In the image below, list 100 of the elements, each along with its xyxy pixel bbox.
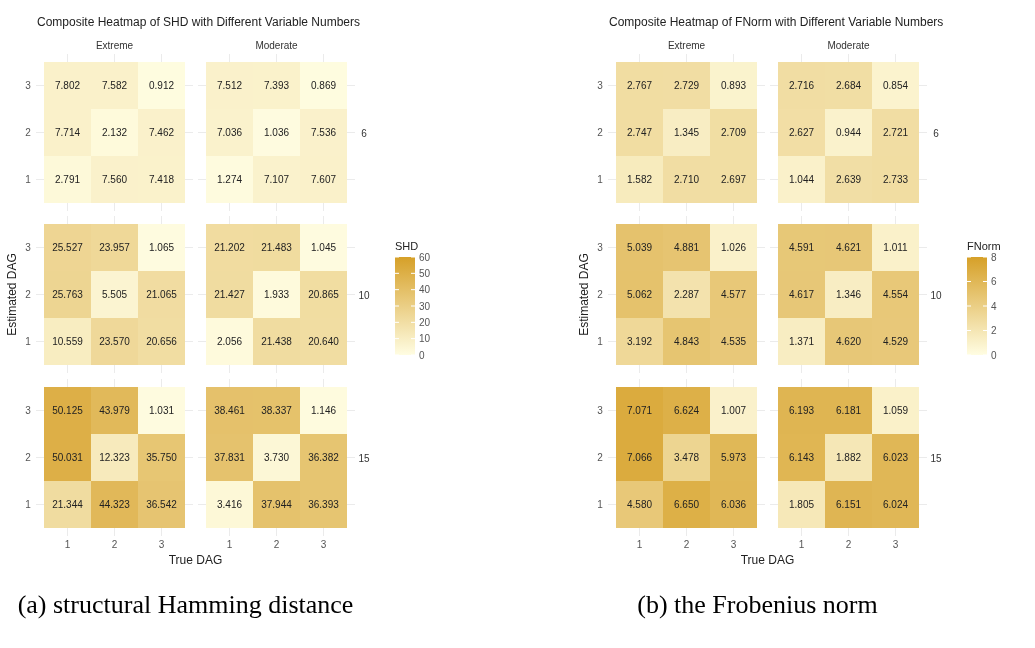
data-label: 38.461 — [214, 405, 246, 416]
color-bar-label: 50 — [419, 267, 431, 279]
x-tick-label: 1 — [226, 539, 233, 550]
data-label: 4.535 — [720, 336, 747, 347]
data-label: 12.323 — [99, 452, 131, 463]
data-label: 4.843 — [673, 336, 700, 347]
y-tick-label: 2 — [25, 127, 32, 138]
x-tick-label: 3 — [730, 539, 737, 550]
data-label: 7.393 — [263, 80, 290, 91]
data-label: 1.146 — [310, 405, 337, 416]
data-label: 2.721 — [882, 127, 909, 138]
y-tick-label: 1 — [597, 499, 604, 510]
data-label: 0.869 — [310, 80, 337, 91]
data-label: 3.416 — [216, 499, 243, 510]
y-axis-title: Estimated DAG — [5, 253, 19, 336]
data-label: 2.733 — [882, 174, 909, 185]
data-label: 21.427 — [214, 289, 246, 300]
data-label: 2.639 — [835, 174, 862, 185]
x-tick-label: 2 — [683, 539, 690, 550]
y-tick-label: 2 — [597, 452, 604, 463]
data-label: 1.345 — [673, 127, 700, 138]
x-tick-label: 2 — [111, 539, 118, 550]
y-tick-label: 1 — [25, 499, 32, 510]
data-label: 38.337 — [261, 405, 293, 416]
y-tick-label: 3 — [597, 405, 604, 416]
y2-axis-title: 10 — [930, 289, 942, 301]
y-tick-label: 1 — [25, 336, 32, 347]
data-label: 25.527 — [52, 242, 84, 253]
data-label: 50.031 — [52, 452, 84, 463]
color-bar-label: 20 — [419, 316, 431, 328]
data-label: 25.763 — [52, 289, 84, 300]
chart-subtitle: Moderate — [827, 40, 871, 51]
chart-subtitle: Extreme — [95, 40, 134, 51]
y-tick-label: 3 — [25, 405, 32, 416]
chart-subtitle: Moderate — [255, 40, 299, 51]
data-label: 7.071 — [626, 405, 653, 416]
y2-axis-title: 15 — [358, 452, 370, 464]
data-label: 7.462 — [148, 127, 175, 138]
data-label: 43.979 — [99, 405, 131, 416]
data-label: 2.684 — [835, 80, 862, 91]
data-label: 1.346 — [835, 289, 862, 300]
data-label: 5.062 — [626, 289, 653, 300]
data-label: 7.536 — [310, 127, 337, 138]
data-label: 21.344 — [52, 499, 84, 510]
data-label: 1.036 — [263, 127, 290, 138]
data-label: 35.750 — [146, 452, 178, 463]
data-label: 4.621 — [835, 242, 862, 253]
data-label: 1.882 — [835, 452, 862, 463]
data-label: 4.620 — [835, 336, 862, 347]
data-label: 7.066 — [626, 452, 653, 463]
y-axis-title: Estimated DAG — [577, 253, 591, 336]
data-label: 6.151 — [835, 499, 862, 510]
chart-title: Composite Heatmap of FNorm with Different Variable Numbers — [609, 15, 944, 29]
data-label: 6.193 — [788, 405, 815, 416]
data-label: 1.582 — [626, 174, 653, 185]
color-bar-label: 60 — [419, 251, 431, 263]
x-tick-label: 1 — [798, 539, 805, 550]
data-label: 0.944 — [835, 127, 862, 138]
color-bar-title: SHD — [395, 240, 419, 252]
data-label: 4.554 — [882, 289, 909, 300]
y2-axis-title: 6 — [933, 127, 940, 139]
data-label: 2.716 — [788, 80, 815, 91]
data-label: 7.418 — [148, 174, 175, 185]
x-tick-label: 1 — [636, 539, 643, 550]
data-label: 10.559 — [52, 336, 84, 347]
data-label: 20.865 — [308, 289, 340, 300]
y-tick-label: 3 — [25, 242, 32, 253]
color-bar-label: 2 — [991, 325, 997, 336]
data-label: 2.729 — [673, 80, 700, 91]
y-tick-label: 2 — [597, 289, 604, 300]
chart-title: Composite Heatmap of SHD with Different Variable Numbers — [37, 15, 361, 29]
data-label: 0.912 — [148, 80, 175, 91]
y-tick-label: 2 — [25, 289, 32, 300]
data-label: 7.582 — [101, 80, 128, 91]
x-tick-label: 3 — [892, 539, 899, 550]
chart-subtitle: Extreme — [667, 40, 706, 51]
color-bar-label: 0 — [991, 349, 997, 361]
y-tick-label: 1 — [25, 174, 32, 185]
data-label: 6.023 — [882, 452, 909, 463]
data-label: 1.805 — [788, 499, 815, 510]
data-label: 2.132 — [101, 127, 128, 138]
color-bar-label: 40 — [419, 284, 431, 296]
x-tick-label: 3 — [320, 539, 327, 550]
color-bar-label: 4 — [991, 300, 997, 312]
data-label: 1.011 — [883, 242, 909, 253]
data-label: 6.624 — [673, 405, 700, 416]
x-axis-title: True DAG — [740, 553, 795, 567]
data-label: 7.036 — [216, 127, 243, 138]
data-label: 2.697 — [720, 174, 747, 185]
data-label: 2.627 — [788, 127, 815, 138]
y-tick-label: 3 — [597, 242, 604, 253]
data-label: 6.024 — [882, 499, 909, 510]
x-axis-title: True DAG — [168, 553, 223, 567]
data-label: 21.483 — [261, 242, 293, 253]
data-label: 36.393 — [308, 499, 340, 510]
data-label: 2.710 — [673, 174, 700, 185]
data-label: 44.323 — [99, 499, 131, 510]
color-bar-label: 0 — [419, 349, 425, 361]
data-label: 20.640 — [308, 336, 340, 347]
y-tick-label: 1 — [597, 336, 604, 347]
